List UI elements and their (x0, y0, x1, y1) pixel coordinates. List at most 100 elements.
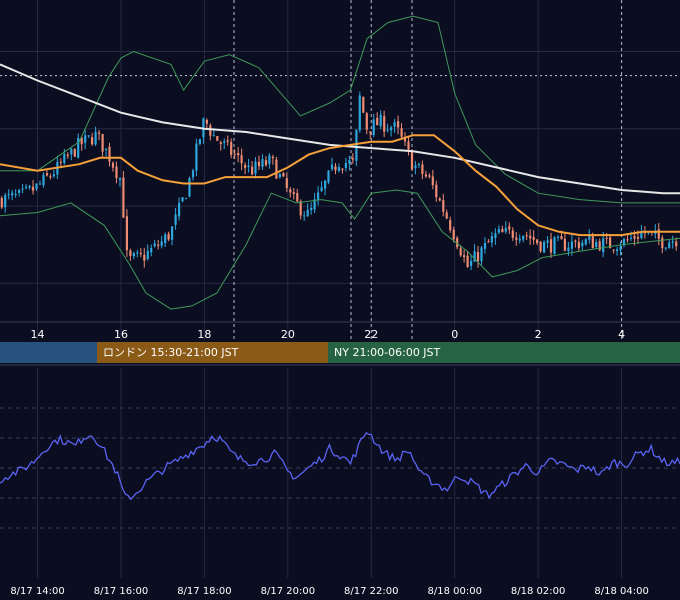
candle-body (483, 243, 487, 249)
candle (549, 232, 553, 258)
candle (292, 188, 295, 200)
candle (369, 131, 372, 140)
x-tick-label: 20 (281, 328, 295, 341)
candle-body (383, 116, 386, 132)
candle-body (633, 235, 636, 239)
candle (84, 129, 87, 150)
candle-body (66, 154, 69, 156)
candle (376, 112, 379, 126)
x-tick-label: 8/18 00:00 (427, 586, 481, 597)
candle-body (157, 244, 160, 246)
candle (313, 192, 316, 214)
candle (511, 227, 514, 241)
candle (442, 193, 445, 217)
candle-body (508, 226, 511, 230)
candle (386, 123, 389, 133)
candle (445, 209, 448, 220)
candle-body (84, 135, 87, 143)
candle-body (275, 159, 278, 179)
session-bar-london: ロンドン 15:30-21:00 JST (97, 342, 328, 363)
candle (543, 240, 546, 254)
candle-body (595, 242, 598, 247)
candle (532, 230, 535, 245)
candle-body (577, 241, 580, 249)
candle-body (344, 163, 347, 168)
candle-body (567, 247, 570, 252)
candle-body (424, 174, 427, 177)
candle (358, 91, 361, 133)
candle (87, 135, 90, 138)
candle-body (7, 194, 10, 196)
candle (7, 189, 10, 200)
candle (421, 160, 424, 180)
candle-body (539, 241, 542, 252)
candle (330, 157, 334, 172)
candle (553, 236, 556, 255)
candle-body (442, 200, 445, 212)
candle-body (463, 255, 466, 258)
candle (435, 180, 438, 202)
candle (38, 180, 42, 186)
candle-body (435, 184, 438, 198)
price-chart (0, 15, 680, 310)
candle-body (278, 174, 281, 178)
candle (98, 129, 101, 141)
candle (268, 152, 271, 169)
candle (25, 184, 28, 190)
candle-body (14, 194, 17, 195)
candle-body (115, 166, 118, 179)
candle (431, 169, 434, 190)
candle-body (574, 240, 577, 242)
candle-body (362, 96, 365, 113)
candle (393, 118, 396, 133)
candle-body (25, 186, 28, 188)
candle (341, 168, 344, 174)
candle-body (529, 235, 532, 239)
candle (348, 155, 351, 171)
candle (310, 202, 313, 215)
candle (574, 239, 577, 248)
candle (70, 148, 73, 161)
candle (452, 226, 455, 243)
candle (556, 234, 560, 242)
candle-body (379, 114, 382, 127)
candle (476, 245, 480, 268)
candle-body (237, 153, 240, 156)
candle (42, 172, 45, 188)
candle-body (251, 166, 254, 175)
candle-body (28, 186, 31, 188)
candle (73, 148, 76, 158)
candle (504, 221, 507, 234)
candle-body (146, 250, 149, 260)
candle (379, 110, 382, 130)
candle-body (45, 173, 49, 176)
candle-body (324, 180, 327, 189)
candle (616, 246, 619, 256)
candle (657, 223, 660, 246)
candle (577, 236, 580, 252)
candle (101, 133, 104, 159)
candle-body (532, 237, 535, 240)
candle (626, 235, 629, 243)
candle-body (63, 154, 66, 164)
candle-body (320, 187, 323, 191)
candle (45, 169, 49, 177)
candle-body (282, 173, 285, 177)
x-tick-label: 8/17 16:00 (94, 586, 148, 597)
candle (198, 138, 201, 146)
candle-body (480, 247, 483, 262)
candle (463, 249, 466, 263)
candle-body (240, 155, 243, 164)
candle-body (317, 192, 320, 200)
candle (598, 238, 601, 252)
candle (153, 239, 156, 248)
bollinger-upper-band (0, 15, 680, 204)
candle (251, 160, 254, 176)
candle-body (219, 142, 222, 144)
candle (501, 225, 504, 233)
candle (125, 209, 128, 257)
candle (362, 96, 365, 114)
candle (181, 196, 184, 203)
candle-body (397, 121, 400, 128)
candle-body (139, 253, 142, 254)
